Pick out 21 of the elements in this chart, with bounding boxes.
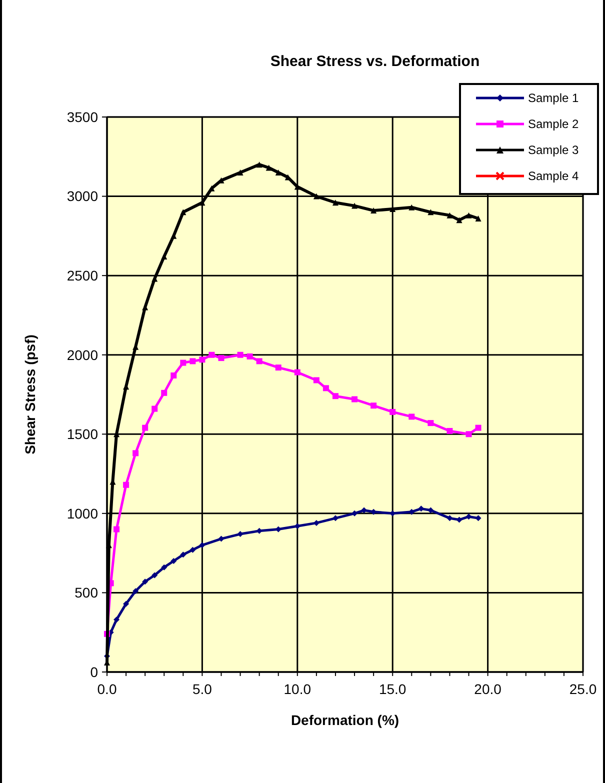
y-tick-label: 2500: [66, 267, 98, 284]
y-tick-label: 3500: [66, 108, 98, 125]
x-tick-label: 10.0: [284, 681, 312, 697]
y-tick-label: 1000: [66, 505, 98, 522]
y-tick-label: 1500: [66, 426, 98, 442]
legend-label: Sample 3: [528, 143, 580, 158]
x-tick-label: 5.0: [192, 681, 212, 697]
x-tick-label: 20.0: [474, 681, 502, 697]
x-tick-label: 15.0: [378, 681, 406, 697]
y-tick-label: 3000: [66, 188, 98, 204]
y-axis-title: Shear Stress (psf): [22, 334, 38, 454]
legend-label: Sample 1: [528, 91, 580, 106]
legend-label: Sample 2: [528, 117, 580, 132]
chart-title: Shear Stress vs. Deformation: [270, 53, 480, 70]
x-axis-title: Deformation (%): [290, 712, 400, 728]
y-tick-label: 2000: [66, 346, 98, 363]
x-tick-label: 25.0: [569, 681, 597, 697]
y-tick-label: 500: [74, 584, 98, 601]
x-tick-label: 0.0: [97, 681, 117, 697]
y-tick-label: 0: [90, 664, 98, 680]
legend-label: Sample 4: [528, 169, 580, 184]
